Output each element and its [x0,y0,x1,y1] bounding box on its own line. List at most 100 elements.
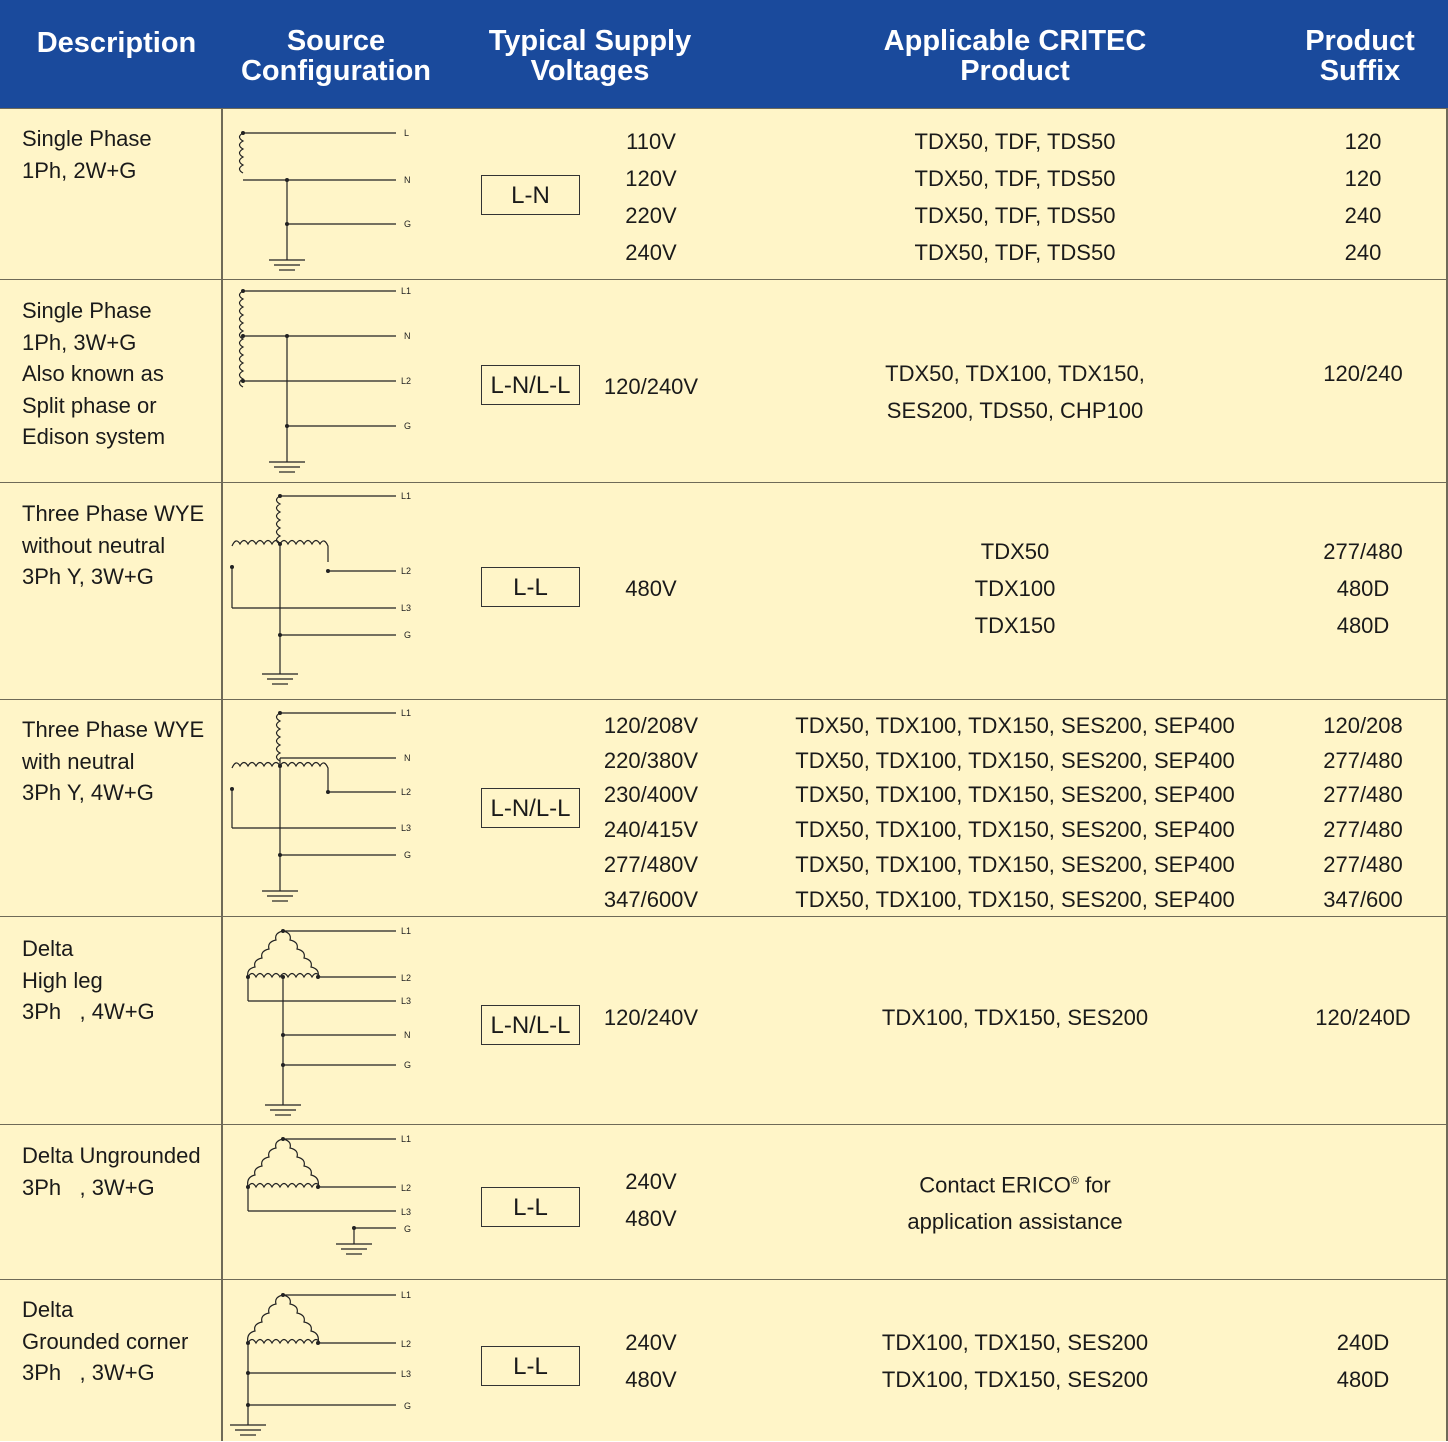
suffix-value: 120/240 [1323,361,1403,386]
voltage-value: 347/600V [603,886,699,912]
description-line: Edison system [22,424,166,449]
header-description: Description [0,28,233,58]
suffix-value: 347/600 [1323,886,1403,912]
product-value: TDX50, TDX100, TDX150, [885,361,1145,386]
suffix-value: 240D [1336,1330,1390,1355]
header-product-suffix: Product Suffix [1280,26,1440,86]
terminal-label: L2 [401,973,411,983]
product-note-text: for [1078,1172,1111,1198]
table-row: Delta High leg 3Ph , 4W+G L1 L2 L3 N G [0,916,1448,1125]
product-value: SES200, TDS50, CHP100 [886,398,1144,423]
voltage-list: 240V 480V [590,1163,712,1237]
product-value: TDX50, TDX100, TDX150, SES200, SEP400 [795,747,1235,773]
terminal-label: L3 [401,1207,411,1217]
table-row: Three Phase WYE without neutral 3Ph Y, 3… [0,482,1448,700]
suffix-value: 120/208 [1323,713,1403,738]
terminal-label: L3 [401,996,411,1006]
connection-type-badge: L-L [481,1187,580,1227]
table-row: Single Phase 1Ph, 2W+G L N G L-N 110V 12… [0,108,1448,280]
product-value: TDX100, TDX150, SES200 [881,1330,1149,1355]
voltage-value: 240V [625,1169,677,1194]
product-note-line1: Contact ERICO® for [760,1163,1270,1203]
suffix-list: 277/480 480D 480D [1288,533,1438,644]
description-line: 3Ph , 3W+G [22,1174,155,1200]
description-line: 1Ph, 2W+G [22,157,137,183]
connection-type-badge: L-L [481,567,580,607]
terminal-label: G [404,1060,411,1070]
table-right-border [1446,108,1448,1441]
terminal-label: G [404,1401,411,1411]
voltage-value: 120/208V [603,713,699,738]
terminal-label: G [404,1224,411,1234]
row-description: Single Phase 1Ph, 2W+G [22,123,152,186]
terminal-label: L1 [401,926,411,936]
terminal-label: N [404,175,411,185]
voltage-value: 240V [625,1330,677,1355]
description-line: 3Ph , 3W+G [22,1360,155,1385]
product-value: TDX50, TDX100, TDX150, SES200, SEP400 [795,886,1235,912]
single-phase-2w-diagram: L N G [238,128,411,271]
connection-type-badge: L-N/L-L [481,788,580,828]
product-list: TDX50 TDX100 TDX150 [760,533,1270,644]
suffix-value: 240 [1344,203,1382,228]
wye-4w-diagram: L1 N L2 L3 G [230,708,411,902]
header-source-line2: Configuration [240,55,432,87]
voltage-value: 120V [625,166,677,191]
voltage-list: 110V 120V 220V 240V [590,123,712,271]
description-line: Also known as [22,361,164,386]
column-divider [221,108,223,1441]
table-header: Description Source Configuration Typical… [0,0,1448,108]
voltage-list: 240V 480V [590,1324,712,1398]
product-value: TDX50, TDF, TDS50 [914,166,1116,191]
terminal-label: G [404,219,411,229]
description-line: 3Ph Y, 4W+G [22,780,154,805]
terminal-label: L2 [401,376,411,386]
product-value: TDX50, TDX100, TDX150, SES200, SEP400 [795,782,1235,808]
product-value: TDX100, TDX150, SES200 [881,1367,1149,1392]
suffix-value: 277/480 [1323,782,1403,808]
terminal-label: L2 [401,787,411,797]
product-value: TDX100 [974,576,1056,601]
suffix-value: 277/480 [1323,747,1403,773]
terminal-label: L1 [401,491,411,501]
suffix-value: 480D [1336,576,1390,601]
row-description: Single Phase 1Ph, 3W+G Also known as Spl… [22,295,165,453]
terminal-label: N [404,753,411,763]
table-row: Three Phase WYE with neutral 3Ph Y, 4W+G… [0,699,1448,917]
table-row: Single Phase 1Ph, 3W+G Also known as Spl… [0,279,1448,483]
product-value: TDX50, TDX100, TDX150, SES200, SEP400 [795,851,1235,877]
suffix-list: 120 120 240 240 [1288,123,1438,271]
product-value: TDX100, TDX150, SES200 [881,1005,1149,1030]
header-source-configuration: Source Configuration [222,26,450,86]
delta-grounded-corner-diagram: L1 L2 L3 G [230,1290,411,1436]
voltage-value: 220V [625,203,677,228]
description-line: 3Ph Y, 3W+G [22,564,154,589]
terminal-label: L1 [401,286,411,296]
description-line: with neutral [22,748,135,774]
wye-3w-diagram: L1 L2 L3 G [230,491,411,685]
description-line: without neutral [22,532,166,558]
description-line: 3Ph , 4W+G [22,999,155,1024]
terminal-label: L3 [401,823,411,833]
suffix-value: 480D [1336,613,1390,638]
terminal-label: L3 [401,603,411,613]
voltage-list: 120/240V [590,368,712,405]
voltage-value: 480V [625,1367,677,1392]
header-description-label: Description [36,27,197,59]
voltage-value: 120/240V [603,374,699,399]
connection-type-badge: L-N [481,175,580,215]
connection-type-badge: L-N/L-L [481,1005,580,1045]
terminal-label: G [404,421,411,431]
description-line: Single Phase [22,298,152,323]
row-description: Delta High leg 3Ph , 4W+G [22,933,155,1028]
row-description: Delta Grounded corner 3Ph , 3W+G [22,1294,188,1389]
voltage-value: 110V [626,129,676,154]
row-description: Three Phase WYE with neutral 3Ph Y, 4W+G [22,714,204,809]
terminal-label: N [404,331,411,341]
suffix-list: 120/208 277/480 277/480 277/480 277/480 … [1288,709,1438,917]
description-line: Delta [22,936,74,961]
single-phase-3w-diagram: L1 N L2 G [238,286,411,473]
product-list: TDX50, TDX100, TDX150, SES200, SEP400 TD… [760,709,1270,917]
suffix-value: 120 [1344,129,1382,154]
